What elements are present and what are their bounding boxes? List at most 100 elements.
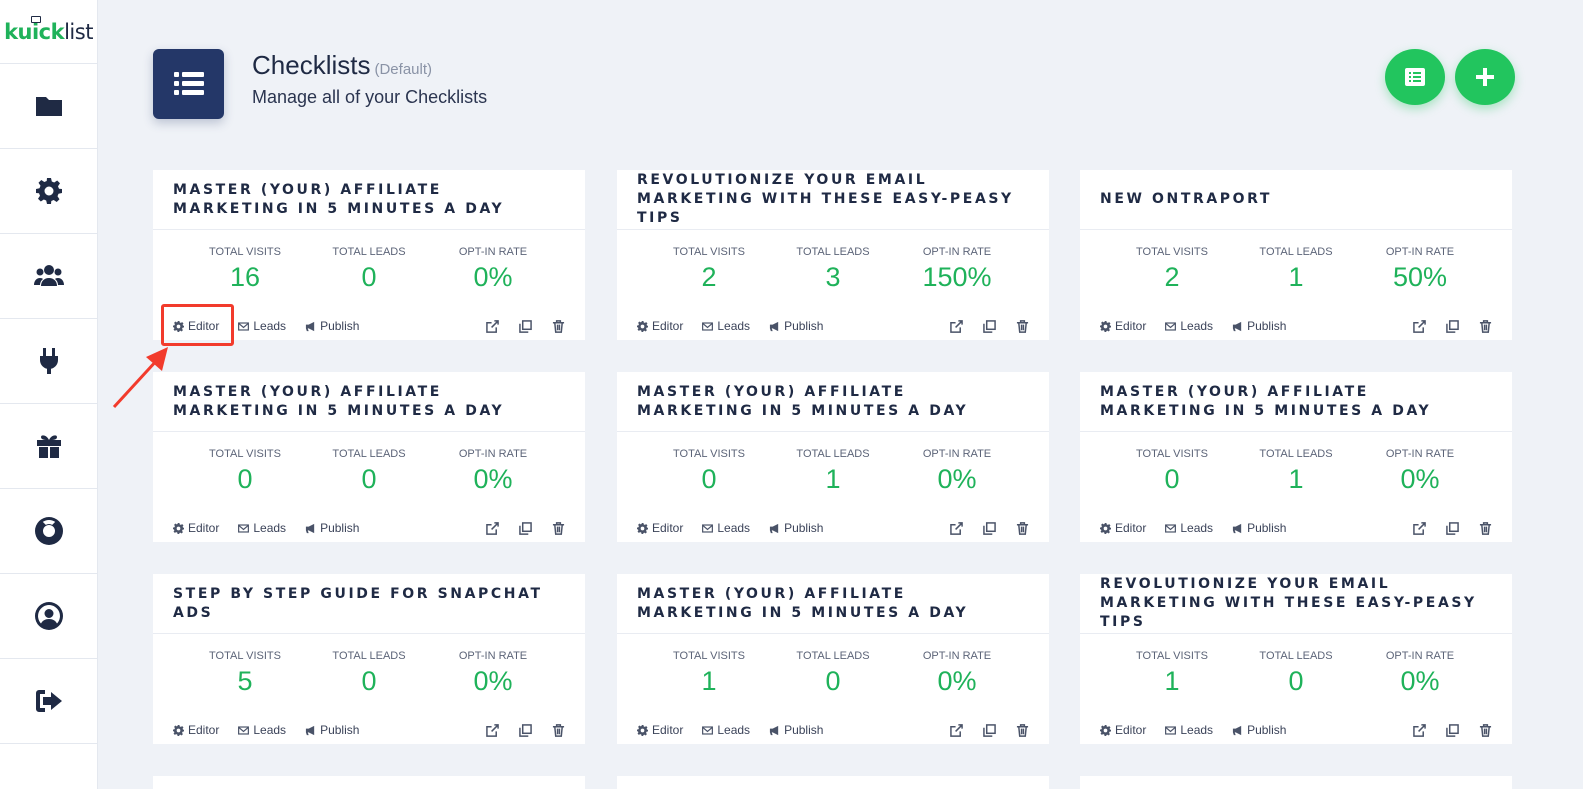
delete-button[interactable] [551,723,565,737]
share-button[interactable] [485,521,499,535]
stat-value: 1 [1288,464,1304,494]
publish-link[interactable]: Publish [769,521,823,535]
share-button[interactable] [949,521,963,535]
sign-out-icon [35,690,62,712]
delete-button[interactable] [1478,723,1492,737]
duplicate-button[interactable] [982,723,996,737]
leads-link[interactable]: Leads [702,723,750,737]
cog-icon [173,320,184,332]
card-title[interactable]: MASTER (YOUR) AFFILIATE MARKETING IN 5 M… [153,372,585,432]
sidebar-item-checklists[interactable] [0,64,97,149]
share-button[interactable] [1412,319,1426,333]
editor-link[interactable]: Editor [637,521,683,535]
editor-link[interactable]: Editor [1100,319,1146,333]
card-title[interactable]: REVOLUTIONIZE YOUR EMAIL MARKETING WITH … [1080,574,1512,634]
publish-link[interactable]: Publish [1232,723,1286,737]
editor-link[interactable]: Editor [1100,723,1146,737]
add-checklist-button[interactable] [1455,49,1515,105]
editor-link[interactable]: Editor [173,723,219,737]
gift-icon [36,435,61,458]
duplicate-button[interactable] [518,319,532,333]
total-visits-stat: TOTAL VISITS 2 [1110,246,1234,292]
total-leads-stat: TOTAL LEADS 3 [771,246,895,292]
share-button[interactable] [485,723,499,737]
card-title[interactable]: MASTER (YOUR) AFFILIATE MARKETING IN 5 M… [1080,372,1512,432]
delete-button[interactable] [1015,521,1029,535]
editor-link[interactable]: Editor [1100,521,1146,535]
editor-link[interactable]: Editor [173,521,219,535]
opt-in-rate-stat: OPT-IN RATE 0% [895,650,1019,696]
duplicate-button[interactable] [1445,723,1459,737]
checklist-card [1080,776,1512,789]
publish-link[interactable]: Publish [1232,521,1286,535]
sidebar-item-support[interactable] [0,489,97,574]
card-actions: Editor Leads Publish [617,720,1049,740]
sidebar-item-logout[interactable] [0,659,97,744]
publish-link[interactable]: Publish [1232,319,1286,333]
card-title[interactable]: MASTER (YOUR) AFFILIATE MARKETING IN 5 M… [153,170,585,230]
total-visits-stat: TOTAL VISITS 2 [647,246,771,292]
stat-value: 5 [237,666,253,696]
default-tag: (Default) [374,61,433,78]
total-visits-stat: TOTAL VISITS 0 [647,448,771,494]
delete-button[interactable] [1015,319,1029,333]
publish-link[interactable]: Publish [769,723,823,737]
leads-link[interactable]: Leads [1165,723,1213,737]
duplicate-button[interactable] [518,723,532,737]
publish-link[interactable]: Publish [305,319,359,333]
publish-link[interactable]: Publish [305,521,359,535]
delete-button[interactable] [551,521,565,535]
bullhorn-icon [1232,321,1242,331]
leads-link[interactable]: Leads [1165,521,1213,535]
duplicate-button[interactable] [1445,521,1459,535]
editor-link[interactable]: Editor [637,319,683,333]
card-title[interactable]: MASTER (YOUR) AFFILIATE MARKETING IN 5 M… [617,574,1049,634]
leads-link[interactable]: Leads [1165,319,1213,333]
card-title[interactable]: NEW ONTRAPORT [1080,170,1512,230]
opt-in-rate-stat: OPT-IN RATE 0% [431,448,555,494]
duplicate-button[interactable] [982,521,996,535]
stat-value: 50% [1392,262,1448,292]
delete-button[interactable] [1015,723,1029,737]
leads-link[interactable]: Leads [702,319,750,333]
sidebar-item-users[interactable] [0,234,97,319]
share-button[interactable] [949,723,963,737]
editor-link[interactable]: Editor [637,723,683,737]
card-title[interactable]: MASTER (YOUR) AFFILIATE MARKETING IN 5 M… [617,372,1049,432]
share-icon [1412,723,1426,737]
cog-icon [173,522,184,534]
duplicate-button[interactable] [1445,319,1459,333]
card-actions: Editor Leads Publish [617,518,1049,538]
delete-button[interactable] [551,319,565,333]
share-button[interactable] [1412,521,1426,535]
share-button[interactable] [949,319,963,333]
publish-link[interactable]: Publish [769,319,823,333]
sidebar-item-account[interactable] [0,574,97,659]
stat-value: 1 [825,464,841,494]
card-actions: Editor Leads Publish [153,720,585,740]
lifebuoy-icon [34,517,63,545]
logo[interactable]: kuicklist [0,0,97,64]
editor-link[interactable]: Editor [173,319,219,333]
duplicate-button[interactable] [982,319,996,333]
publish-link[interactable]: Publish [305,723,359,737]
duplicate-button[interactable] [518,521,532,535]
plus-icon [1476,68,1494,86]
stat-label: TOTAL LEADS [796,246,870,258]
share-icon [1412,521,1426,535]
sidebar-item-settings[interactable] [0,149,97,234]
leads-link[interactable]: Leads [238,521,286,535]
share-button[interactable] [1412,723,1426,737]
leads-link[interactable]: Leads [238,319,286,333]
delete-button[interactable] [1478,521,1492,535]
leads-link[interactable]: Leads [238,723,286,737]
sidebar-item-rewards[interactable] [0,404,97,489]
delete-button[interactable] [1478,319,1492,333]
list-view-button[interactable] [1385,49,1445,105]
share-button[interactable] [485,319,499,333]
leads-link[interactable]: Leads [702,521,750,535]
sidebar-item-integrations[interactable] [0,319,97,404]
total-visits-stat: TOTAL VISITS 1 [1110,650,1234,696]
card-title[interactable]: REVOLUTIONIZE YOUR EMAIL MARKETING WITH … [617,170,1049,230]
card-title[interactable]: STEP BY STEP GUIDE FOR SNAPCHAT ADS [153,574,585,634]
